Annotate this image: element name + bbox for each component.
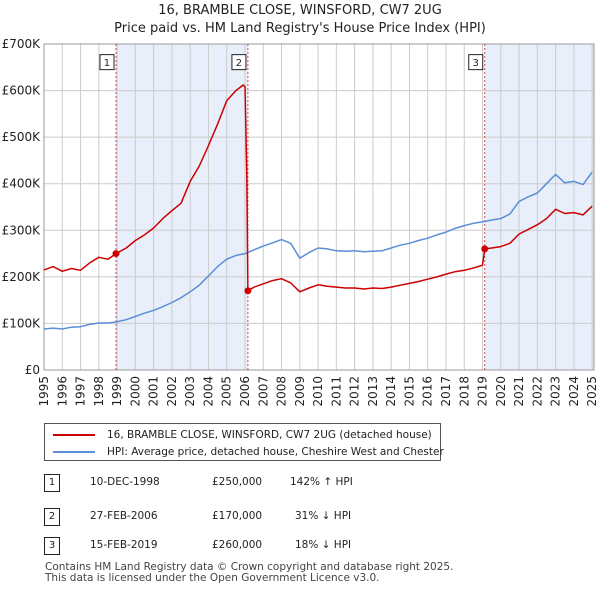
transaction-number-badge: 1 [44,474,60,492]
x-tick-label: 2003 [183,376,197,407]
footer-copyright: Contains HM Land Registry data © Crown c… [45,561,454,573]
transaction-hpi-change: 142% ↑ HPI [290,476,353,488]
price-chart: £0 £100K £200K £300K £400K £500K £600K £700K 199… [2,37,600,407]
x-tick-label: 1998 [92,376,106,407]
chart-subtitle: Price paid vs. HM Land Registry's House … [114,21,486,36]
transaction-marker-badge [99,54,115,71]
x-tick-label: 2015 [402,376,416,407]
y-tick-label: £700K [2,37,42,51]
y-tick-label: £100K [2,316,42,330]
x-tick-label: 2009 [293,376,307,407]
x-tick-label: 2012 [348,376,362,407]
transaction-price: £250,000 [212,476,263,488]
x-tick-label: 2020 [494,376,508,407]
transaction-date: 27-FEB-2006 [90,510,158,522]
x-tick-label: 2010 [311,376,325,407]
transaction-date: 15-FEB-2019 [90,539,158,551]
property-price-line [43,84,593,293]
x-tick-label: 2022 [530,376,544,407]
y-tick-label: £200K [2,270,42,284]
transaction-marker-label: 2 [236,58,242,69]
y-tick-label: £0 [25,363,40,377]
transaction-point [481,245,489,253]
transaction-marker-label: 3 [473,58,479,69]
y-tick-label: £300K [2,223,42,237]
x-tick-label: 2004 [201,376,215,407]
x-tick-label: 2014 [384,376,398,407]
transaction-date: 10-DEC-1998 [90,476,160,488]
legend-label-property: 16, BRAMBLE CLOSE, WINSFORD, CW7 2UG (de… [107,429,432,441]
y-tick-label: £600K [2,84,42,98]
plot-frame [43,43,595,371]
x-tick-label: 2025 [585,376,599,407]
transaction-row: 3 15-FEB-2019 £260,000 18% ↓ HPI [0,537,600,559]
transaction-hpi-change: 18% ↓ HPI [295,539,352,551]
legend-swatch-property [53,434,95,436]
x-tick-label: 2002 [165,376,179,407]
x-tick-label: 2006 [238,376,252,407]
x-tick-label: 2023 [549,376,563,407]
transaction-marker-badge [468,54,484,71]
x-tick-label: 2005 [220,376,234,407]
x-tick-label: 1996 [55,376,69,407]
x-tick-label: 1997 [74,376,88,407]
transaction-point [244,287,252,295]
transaction-price: £170,000 [212,510,263,522]
x-tick-label: 2018 [457,376,471,407]
x-tick-label: 1999 [110,376,124,407]
transaction-row: 2 27-FEB-2006 £170,000 31% ↓ HPI [0,508,600,530]
x-tick-label: 2000 [128,376,142,407]
transaction-number-badge: 3 [44,537,60,555]
transaction-marker-badge [231,54,247,71]
x-tick-label: 2024 [567,376,581,407]
footer-licence: This data is licensed under the Open Gov… [45,572,380,584]
transaction-price: £260,000 [212,539,263,551]
x-tick-label: 2017 [439,376,453,407]
x-tick-label: 2008 [275,376,289,407]
hpi-line [43,171,593,330]
y-tick-label: £400K [2,177,42,191]
legend-label-hpi: HPI: Average price, detached house, Ches… [107,446,444,458]
legend-item-property: 16, BRAMBLE CLOSE, WINSFORD, CW7 2UG (de… [53,427,432,443]
transaction-hpi-change: 31% ↓ HPI [295,510,352,522]
transaction-number-badge: 2 [44,508,60,526]
transaction-point [112,250,120,258]
chart-title: 16, BRAMBLE CLOSE, WINSFORD, CW7 2UG [158,3,442,18]
x-tick-label: 2021 [512,376,526,407]
chart-legend: 16, BRAMBLE CLOSE, WINSFORD, CW7 2UG (de… [44,423,444,461]
transaction-row: 1 10-DEC-1998 £250,000 142% ↑ HPI [0,474,600,496]
x-tick-label: 2011 [329,376,343,407]
x-tick-label: 2016 [421,376,435,407]
shaded-ownership-period [484,44,594,370]
legend-item-hpi: HPI: Average price, detached house, Ches… [53,444,444,460]
x-tick-label: 1995 [37,376,51,407]
x-tick-label: 2019 [476,376,490,407]
x-tick-label: 2013 [366,376,380,407]
transaction-marker-label: 1 [104,58,110,69]
y-tick-label: £500K [2,130,42,144]
x-tick-label: 2007 [256,376,270,407]
x-tick-label: 2001 [147,376,161,407]
legend-swatch-hpi [53,451,95,453]
